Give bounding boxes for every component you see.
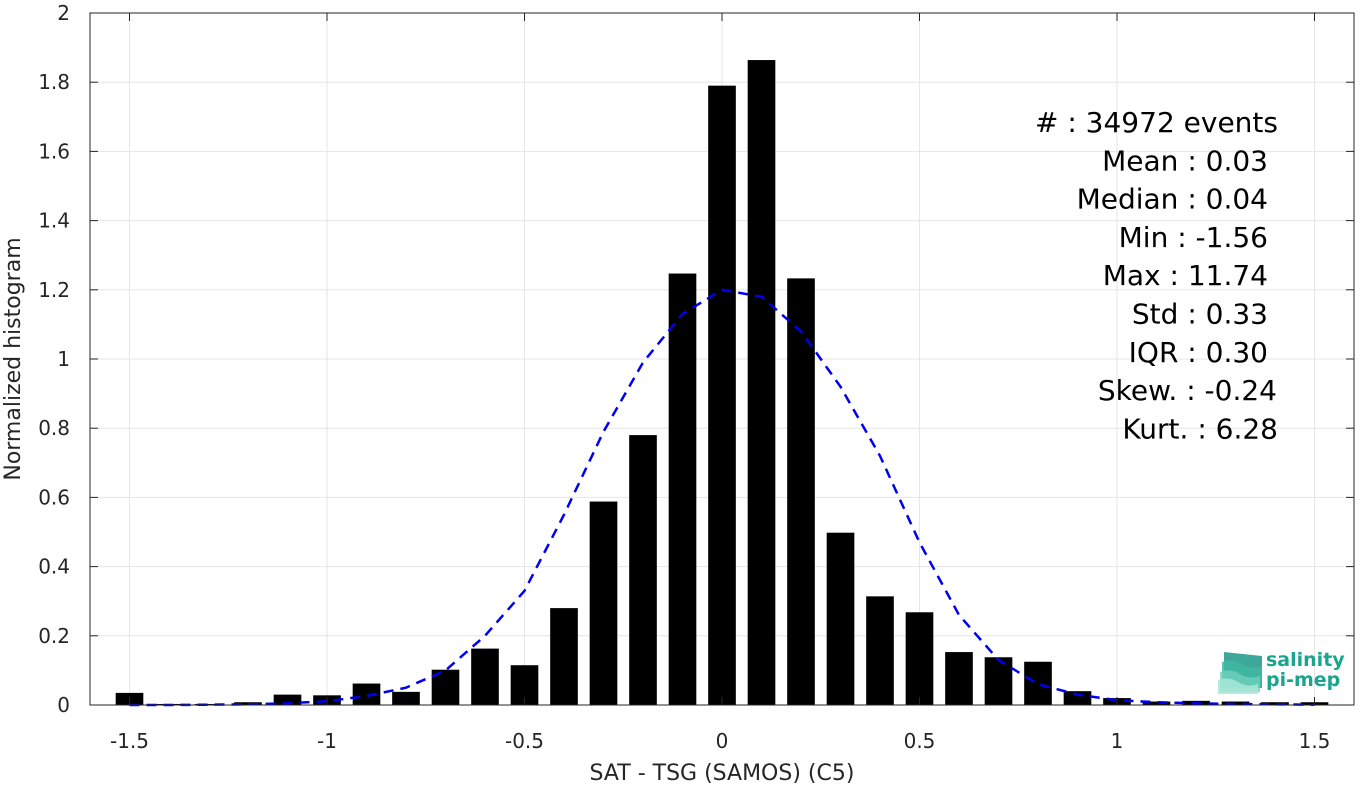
salinity-pi-mep-logo: salinity pi-mep [1218,649,1345,694]
y-tick-label-9: 1.8 [38,70,70,94]
histogram-bar-23 [1024,661,1052,705]
stats-line-6: IQR : 0.30 [1129,336,1268,369]
histogram-bar-3 [234,702,262,705]
histogram-bar-7 [392,691,420,705]
logo-waves-icon [1218,652,1262,694]
y-tick-label-5: 1 [57,347,70,371]
logo-text-salinity: salinity [1266,649,1345,671]
x-tick-label-2: -0.5 [505,729,544,753]
x-tick-label-5: 1 [1111,729,1124,753]
histogram-bar-19 [866,596,894,705]
x-axis-label: SAT - TSG (SAMOS) (C5) [590,761,855,785]
y-tick-label-4: 0.8 [38,416,70,440]
histogram-bar-4 [273,694,302,705]
x-tick-label-4: 0.5 [904,729,936,753]
y-axis-ticks: 0 0.2 0.4 0.6 0.8 1 1.2 1.4 1.6 1.8 2 [38,1,1354,717]
histogram-bar-12 [589,501,618,705]
histogram-bar-14 [668,273,697,705]
histogram-bar-9 [471,648,499,705]
statistics-annotation: # : 34972 events Mean : 0.03 Median : 0.04… [1035,106,1278,445]
y-axis-label: Normalized histogram [1,237,26,480]
y-tick-label-0: 0 [57,693,70,717]
x-tick-label-0: -1.5 [110,729,149,753]
y-tick-label-2: 0.4 [38,555,70,579]
histogram-bar-26 [1142,701,1171,705]
stats-line-8: Kurt. : 6.28 [1122,412,1278,445]
stats-line-1: Mean : 0.03 [1102,144,1268,177]
histogram-bar-22 [984,657,1013,705]
histogram-bar-17 [787,278,815,705]
stats-line-3: Min : -1.56 [1119,221,1268,254]
histogram-bar-20 [905,612,934,705]
histogram-bar-13 [629,435,657,705]
histogram-bar-28 [1221,701,1250,705]
stats-line-2: Median : 0.04 [1077,183,1268,216]
logo-text-pi-mep: pi-mep [1266,669,1340,691]
stats-line-5: Std : 0.33 [1132,298,1268,331]
histogram-bar-21 [945,652,973,705]
stats-line-0: # : 34972 events [1035,106,1278,139]
x-axis-ticks: -1.5 -1 -0.5 0 0.5 1 1.5 [110,13,1330,753]
histogram-bar-15 [708,85,736,705]
y-tick-label-6: 1.2 [38,278,70,302]
stats-line-7: Skew. : -0.24 [1098,374,1277,407]
histogram-bar-18 [826,532,855,705]
x-tick-label-6: 1.5 [1299,729,1331,753]
y-tick-label-10: 2 [57,1,70,25]
y-tick-label-3: 0.6 [38,485,70,509]
y-tick-label-8: 1.6 [38,139,70,163]
histogram-bar-11 [550,608,578,705]
histogram-bar-29 [1261,702,1289,705]
histogram-bar-16 [747,60,776,705]
histogram-bar-2 [194,703,223,705]
y-tick-label-1: 0.2 [38,624,70,648]
fit-curve [129,288,1315,707]
histogram-bar-6 [352,683,381,705]
y-tick-label-7: 1.4 [38,209,70,233]
x-tick-label-1: -1 [317,729,337,753]
x-tick-label-3: 0 [716,729,729,753]
histogram-bar-24 [1063,691,1092,705]
stats-line-4: Max : 11.74 [1103,259,1268,292]
